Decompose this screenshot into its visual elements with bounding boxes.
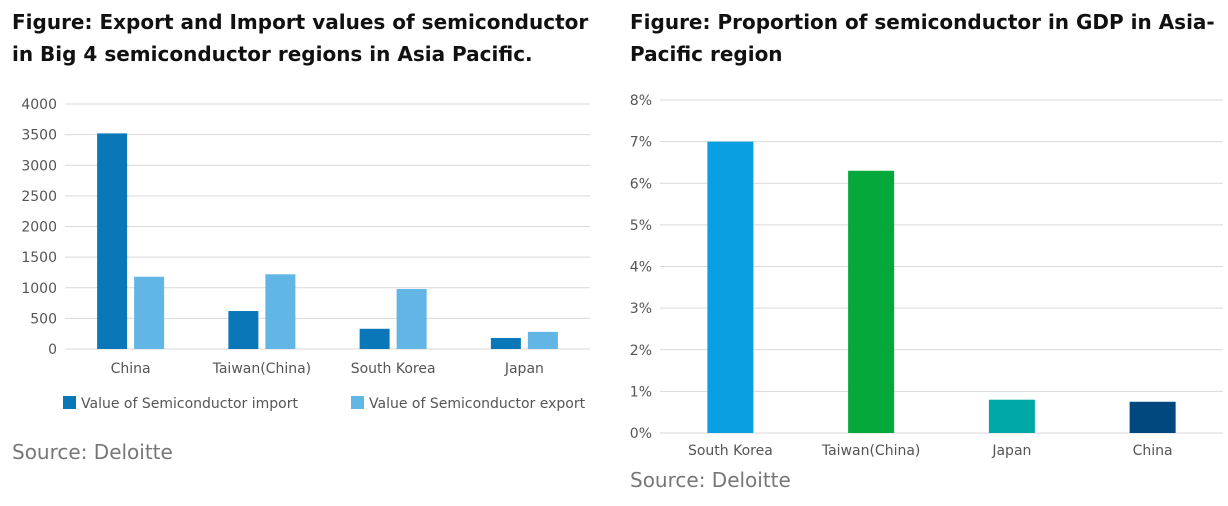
right-chart-title: Figure: Proportion of semiconductor in G… <box>630 10 1215 66</box>
bar <box>848 170 895 433</box>
left-chart-title: Figure: Export and Import values of semi… <box>12 10 589 66</box>
x-tick-label: China <box>111 361 151 377</box>
y-tick-label: 5% <box>630 218 652 234</box>
y-tick-label: 4% <box>630 260 652 276</box>
legend-swatch <box>351 396 364 409</box>
bar <box>707 141 754 433</box>
right-source-note: Source: Deloitte <box>630 468 791 492</box>
y-tick-label: 1% <box>630 384 652 400</box>
legend-label: Value of Semiconductor import <box>81 396 298 412</box>
legend-swatch <box>63 396 76 409</box>
bar-export <box>396 288 427 349</box>
x-tick-label: Japan <box>991 443 1031 459</box>
x-tick-label: South Korea <box>351 361 436 377</box>
y-tick-label: 2000 <box>21 220 57 236</box>
legend-label: Value of Semiconductor export <box>369 396 586 412</box>
bar-import <box>490 337 521 349</box>
y-tick-label: 6% <box>630 176 652 192</box>
x-tick-label: South Korea <box>688 443 773 459</box>
bar-import <box>228 311 259 349</box>
y-tick-label: 500 <box>30 311 57 327</box>
left-bar-chart: 0 500 1000 1500 2000 2500 3000 3500 4000 China Tai… <box>21 97 590 412</box>
y-tick-label: 1000 <box>21 281 57 297</box>
left-source-note: Source: Deloitte <box>12 440 173 464</box>
y-tick-label: 1500 <box>21 250 57 266</box>
bar-import <box>97 133 128 349</box>
right-bar-chart: 0% 1% 2% 3% 4% 5% 6% 7% 8% South Korea Taiwan(Chin… <box>630 93 1223 459</box>
bar-import <box>359 328 390 349</box>
x-tick-label: Taiwan(China) <box>212 361 312 377</box>
y-tick-label: 0 <box>48 342 57 358</box>
bar-export <box>134 276 165 349</box>
bar <box>1129 401 1176 433</box>
y-tick-label: 3500 <box>21 128 57 144</box>
y-tick-label: 3% <box>630 301 652 317</box>
y-tick-label: 4000 <box>21 97 57 113</box>
bar-export <box>265 274 296 349</box>
y-tick-label: 3000 <box>21 158 57 174</box>
y-tick-label: 2% <box>630 343 652 359</box>
y-tick-label: 2500 <box>21 189 57 205</box>
x-tick-label: China <box>1133 443 1173 459</box>
y-tick-label: 7% <box>630 135 652 151</box>
x-tick-label: Japan <box>504 361 544 377</box>
bar <box>988 399 1035 433</box>
x-tick-label: Taiwan(China) <box>821 443 921 459</box>
y-tick-label: 0% <box>630 426 652 442</box>
y-tick-label: 8% <box>630 93 652 109</box>
bar-export <box>527 331 558 349</box>
